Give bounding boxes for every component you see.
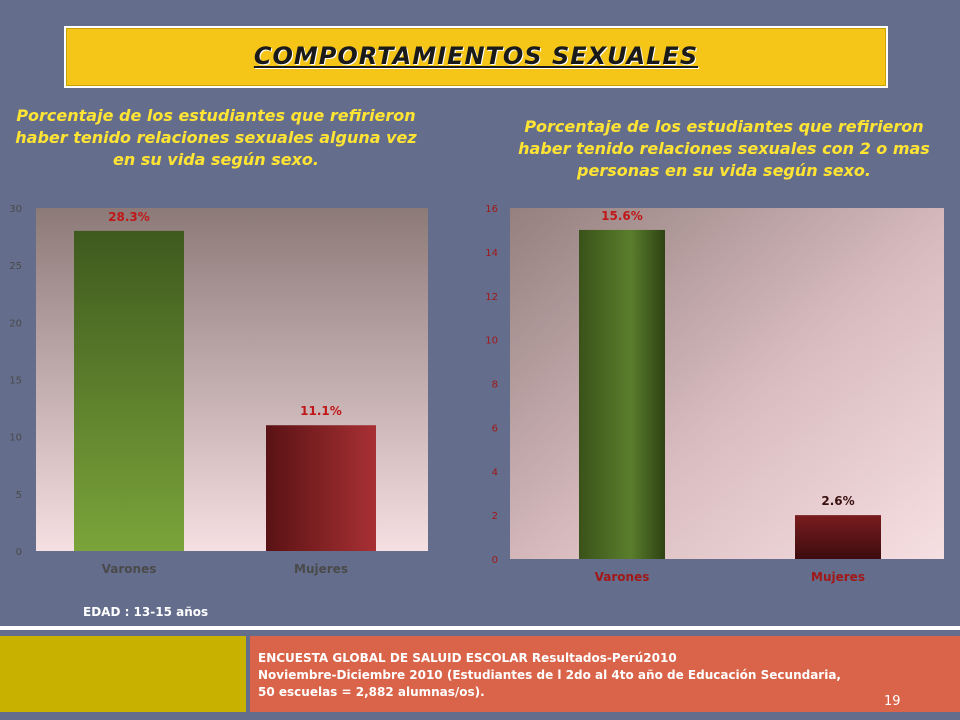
page-number: 19 — [884, 694, 901, 709]
left-category-label: Mujeres — [294, 562, 348, 576]
right-data-label: 15.6% — [601, 209, 643, 223]
chart-right-background — [510, 208, 944, 559]
page-title: COMPORTAMIENTOS SEXUALES — [253, 42, 699, 70]
left-y-tick-label: 5 — [16, 490, 22, 501]
footer-line-3: 50 escuelas = 2,882 alumnas/os). — [258, 685, 485, 699]
left-bar-varones — [74, 230, 184, 551]
chart-title-left: Porcentaje de los estudiantes que refiri… — [15, 106, 417, 169]
right-y-tick-label: 10 — [485, 336, 498, 347]
footer-divider — [0, 626, 960, 630]
right-y-tick-label: 4 — [492, 467, 498, 478]
right-bar-mujeres — [795, 515, 881, 559]
right-y-tick-label: 2 — [492, 511, 498, 522]
left-data-label: 28.3% — [108, 210, 150, 224]
chart-title-right: Porcentaje de los estudiantes que refiri… — [518, 117, 930, 180]
footer-line-1: ENCUESTA GLOBAL DE SALUID ESCOLAR Result… — [258, 651, 677, 665]
right-data-label: 2.6% — [821, 494, 854, 508]
right-bar-varones — [579, 229, 665, 559]
right-y-tick-label: 6 — [492, 423, 498, 434]
left-bar-mujeres — [266, 425, 376, 551]
footer-panel — [250, 636, 960, 712]
footer-accent-block — [0, 636, 246, 712]
left-y-tick-label: 15 — [9, 376, 22, 387]
left-y-tick-label: 0 — [16, 547, 22, 558]
right-category-label: Mujeres — [811, 570, 865, 584]
left-data-label: 11.1% — [300, 404, 342, 418]
footer-line-2: Noviembre-Diciembre 2010 (Estudiantes de… — [258, 668, 841, 682]
right-category-label: Varones — [595, 570, 650, 584]
left-category-label: Varones — [102, 562, 157, 576]
right-y-tick-label: 14 — [485, 248, 498, 259]
left-y-tick-label: 10 — [9, 433, 22, 444]
left-y-tick-label: 30 — [9, 204, 22, 215]
right-y-tick-label: 8 — [492, 380, 498, 391]
left-y-tick-label: 25 — [9, 261, 22, 272]
title-banner: COMPORTAMIENTOS SEXUALES — [64, 26, 888, 88]
left-y-tick-label: 20 — [9, 318, 22, 329]
right-y-tick-label: 12 — [485, 292, 498, 303]
age-note: EDAD : 13-15 años — [83, 605, 209, 619]
footer-source: ENCUESTA GLOBAL DE SALUID ESCOLAR Result… — [258, 650, 948, 701]
right-y-tick-label: 0 — [492, 555, 498, 566]
right-y-tick-label: 16 — [485, 204, 498, 215]
